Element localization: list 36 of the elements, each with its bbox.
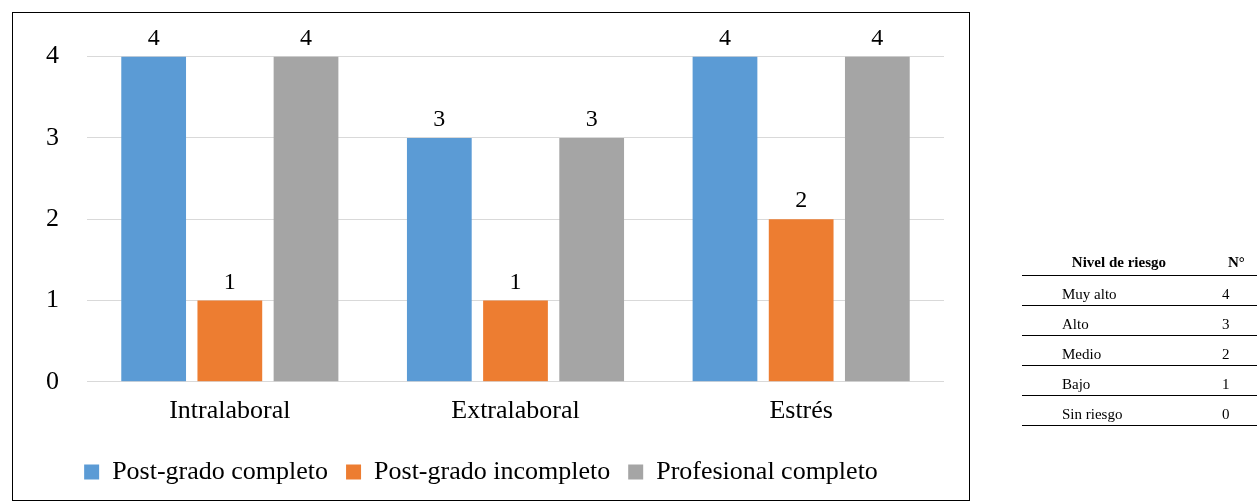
bar: [692, 56, 758, 382]
text: Alto 3: [1022, 305, 1257, 336]
text: Medio 2: [1022, 335, 1257, 366]
legend-label: Post-grado completo: [112, 455, 329, 485]
text: N°: [1215, 250, 1257, 276]
bar: [844, 56, 910, 382]
text: Nivel de riesgo: [1022, 250, 1216, 276]
bar: [483, 300, 548, 382]
x-tick-label: Estrés: [769, 395, 833, 425]
y-tick-label: 1: [46, 284, 59, 314]
y-tick-label: 2: [46, 203, 59, 233]
data-label: 1: [509, 267, 522, 294]
text: Muy alto 4: [1022, 275, 1257, 306]
y-tick-label: 0: [46, 365, 59, 395]
data-label: 4: [718, 23, 731, 50]
y-tick-label: 3: [46, 121, 59, 151]
data-label: 1: [223, 267, 236, 294]
data-label: 3: [433, 105, 446, 132]
bar: [768, 219, 834, 382]
text: Bajo 1: [1022, 365, 1257, 396]
x-tick-label: Extralaboral: [451, 395, 580, 425]
data-label: 4: [147, 23, 160, 50]
bar: [121, 56, 187, 382]
bar: [406, 137, 472, 382]
data-label: 4: [871, 23, 884, 50]
data-label: 3: [585, 105, 598, 132]
x-tick-label: Intralaboral: [169, 395, 291, 425]
bar: [273, 56, 339, 382]
data-label: 4: [300, 23, 313, 50]
y-tick-label: 4: [46, 40, 59, 70]
legend-label: Post-grado incompleto: [374, 455, 611, 485]
bar: [559, 137, 625, 382]
bar: [197, 300, 263, 382]
data-label: 2: [795, 186, 808, 213]
legend-label: Profesional completo: [656, 455, 878, 485]
text: Sin riesgo 0: [1022, 395, 1257, 426]
